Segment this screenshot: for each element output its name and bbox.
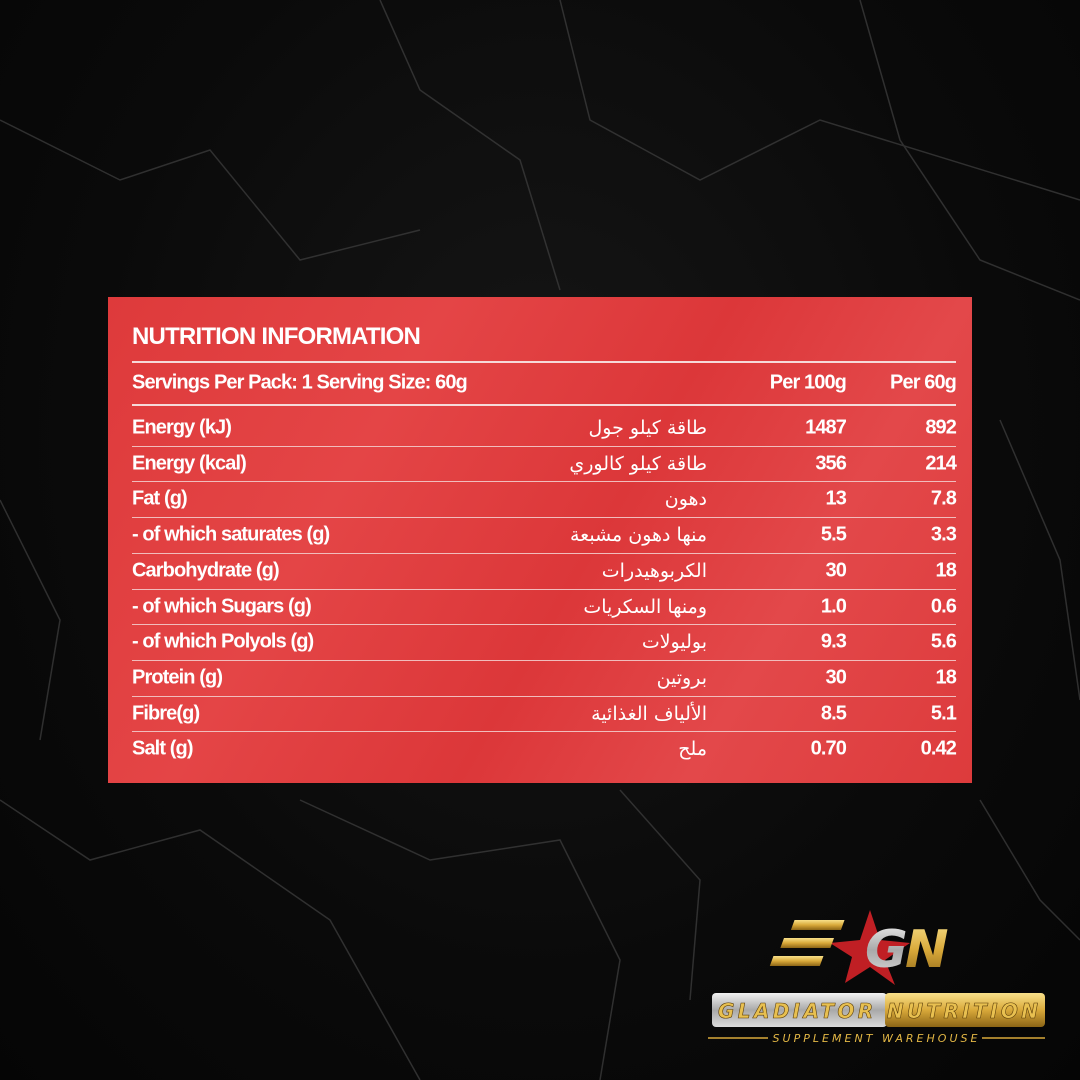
header-row: Servings Per Pack: 1 Serving Size: 60g P… xyxy=(132,365,957,401)
panel-title: NUTRITION INFORMATION xyxy=(132,323,421,350)
nutrition-row: Carbohydrate (g) الكربوهيدرات 30 18 xyxy=(132,553,957,589)
nutrient-name: Fibre(g) xyxy=(132,702,200,725)
nutrient-name: - of which saturates (g) xyxy=(132,523,330,546)
value-per-100g: 1487 xyxy=(805,416,847,439)
value-per-60g: 0.42 xyxy=(920,737,957,760)
row-divider xyxy=(132,517,956,519)
svg-text:G: G xyxy=(865,920,908,980)
nutrient-name-arabic: الألياف الغذائية xyxy=(591,702,707,725)
nutrient-name-arabic: ومنها السكريات xyxy=(583,595,707,618)
value-per-60g: 7.8 xyxy=(930,487,957,510)
nutrient-name: Fat (g) xyxy=(132,487,188,510)
nutrition-row: Energy (kJ) طاقة كيلو جول 1487 892 xyxy=(132,410,957,446)
gladiator-nutrition-logo: G N GLADIATOR NUTRITION SUPPLEMENT WAREH… xyxy=(708,910,1045,1045)
nutrient-name-arabic: الكربوهيدرات xyxy=(601,559,707,582)
value-per-60g: 5.1 xyxy=(930,702,957,725)
value-per-60g: 18 xyxy=(935,559,957,582)
nutrition-row: - of which Sugars (g) ومنها السكريات 1.0 0.… xyxy=(132,589,957,625)
nutrition-panel: NUTRITION INFORMATION Servings Per Pack:… xyxy=(108,297,972,783)
col-per-100g: Per 100g xyxy=(769,371,847,394)
nutrition-row: Energy (kcal) طاقة كيلو كالوري 356 214 xyxy=(132,446,957,482)
nutrition-row: - of which saturates (g) منها دهون مشبعة 5… xyxy=(132,517,957,553)
divider xyxy=(132,361,956,363)
svg-text:GLADIATOR NUTRITION: GLADIATOR NUTRITION xyxy=(718,999,1038,1023)
value-per-60g: 214 xyxy=(925,452,957,475)
nutrient-name: Salt (g) xyxy=(132,737,193,760)
nutrient-name-arabic: بروتين xyxy=(656,666,707,689)
value-per-60g: 0.6 xyxy=(930,595,957,617)
nutrient-name: Protein (g) xyxy=(132,666,223,689)
value-per-100g: 8.5 xyxy=(820,702,847,725)
row-divider xyxy=(132,659,956,661)
row-divider xyxy=(132,445,956,447)
row-divider xyxy=(132,481,956,483)
value-per-100g: 1.0 xyxy=(820,595,847,617)
value-per-60g: 18 xyxy=(935,666,957,689)
svg-text:N: N xyxy=(905,920,949,980)
nutrient-name: - of which Polyols (g) xyxy=(132,630,314,653)
nutrient-name-arabic: طاقة كيلو جول xyxy=(588,417,707,439)
value-per-60g: 892 xyxy=(925,416,957,439)
nutrient-name: Energy (kJ) xyxy=(132,416,232,439)
nutrition-row: - of which Polyols (g) بوليولات 9.3 5.6 xyxy=(132,624,957,660)
value-per-100g: 356 xyxy=(815,452,847,475)
nutrient-name-arabic: طاقة كيلو كالوري xyxy=(569,452,707,475)
row-divider xyxy=(132,695,956,697)
value-per-100g: 5.5 xyxy=(820,523,847,546)
servings-info: Servings Per Pack: 1 Serving Size: 60g xyxy=(132,371,468,394)
nutrient-name-arabic: ملح xyxy=(678,738,707,761)
value-per-100g: 9.3 xyxy=(820,630,847,653)
nutrient-name: Carbohydrate (g) xyxy=(132,559,280,582)
value-per-100g: 0.70 xyxy=(810,737,847,760)
value-per-60g: 3.3 xyxy=(930,523,957,546)
nutrient-name-arabic: منها دهون مشبعة xyxy=(570,524,707,547)
row-divider xyxy=(132,552,956,554)
nutrition-row: Salt (g) ملح 0.70 0.42 xyxy=(132,731,957,767)
value-per-100g: 30 xyxy=(825,666,847,689)
divider xyxy=(132,404,956,406)
nutrition-row: Fibre(g) الألياف الغذائية 8.5 5.1 xyxy=(132,696,957,732)
svg-text:SUPPLEMENT WAREHOUSE: SUPPLEMENT WAREHOUSE xyxy=(773,1032,978,1045)
nutrient-name-arabic: بوليولات xyxy=(641,631,707,654)
value-per-100g: 13 xyxy=(825,487,847,510)
nutrition-row: Fat (g) دهون 13 7.8 xyxy=(132,481,957,517)
nutrient-name-arabic: دهون xyxy=(664,488,707,511)
row-divider xyxy=(132,624,956,626)
nutrient-name: - of which Sugars (g) xyxy=(132,595,312,617)
row-divider xyxy=(132,588,956,590)
row-divider xyxy=(132,731,956,733)
value-per-60g: 5.6 xyxy=(930,630,957,653)
col-per-60g: Per 60g xyxy=(890,371,957,394)
nutrition-row: Protein (g) بروتين 30 18 xyxy=(132,660,957,696)
nutrient-name: Energy (kcal) xyxy=(132,452,247,475)
value-per-100g: 30 xyxy=(825,559,847,582)
